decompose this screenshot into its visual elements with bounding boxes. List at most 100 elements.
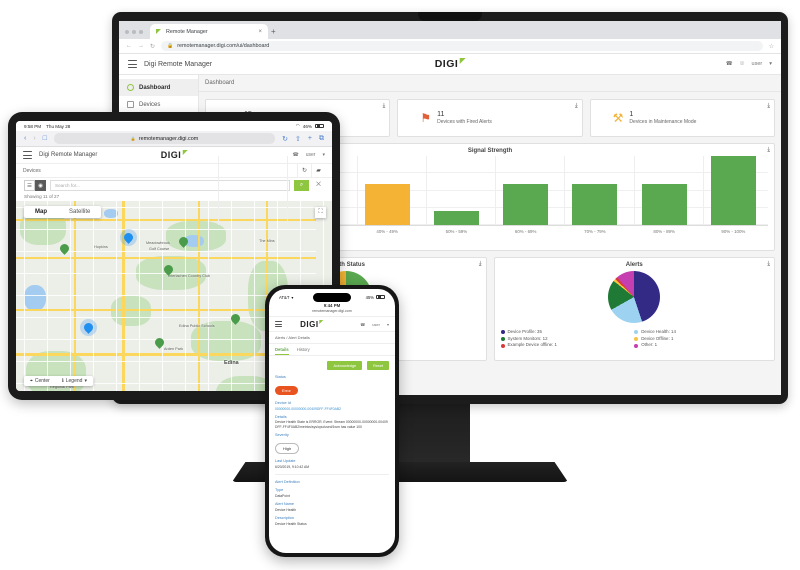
bar[interactable] (433, 211, 479, 225)
bar[interactable] (503, 183, 549, 225)
menu-icon[interactable] (275, 321, 282, 327)
bar[interactable] (710, 156, 756, 225)
map-street (116, 201, 117, 391)
download-icon[interactable]: ⤓ (767, 261, 770, 267)
bookmark-star-icon[interactable]: ☆ (768, 43, 774, 50)
severity-label: Severity (275, 433, 289, 438)
download-icon[interactable]: ⤓ (382, 103, 386, 109)
bar-column[interactable] (287, 156, 348, 225)
browser-tab[interactable]: Remote Manager × (150, 24, 268, 39)
dynamic-island (313, 293, 351, 302)
address-input[interactable]: 🔒 remotemanager.digi.com/ui/dashboard (161, 41, 763, 51)
map-device-pin[interactable] (80, 319, 97, 336)
search-input[interactable]: Search for... (50, 180, 290, 191)
user-icon[interactable]: ☉ (739, 61, 745, 67)
user-label[interactable]: user (372, 321, 380, 327)
legend-item[interactable]: Device Health: 14 (634, 329, 768, 336)
download-icon[interactable]: ⤓ (478, 261, 482, 267)
legend-item[interactable]: Device Offline: 1 (634, 336, 768, 343)
legend-item[interactable]: Example Device offline: 1 (500, 342, 635, 349)
download-icon[interactable]: ⤓ (575, 103, 578, 109)
user-label[interactable]: user (305, 152, 316, 158)
sidebar-item-dashboard[interactable]: Dashboard (119, 79, 198, 96)
download-icon[interactable]: ⤓ (767, 103, 770, 109)
chevron-down-icon[interactable]: ▾ (386, 321, 389, 327)
map-park-area (111, 296, 151, 326)
support-icon[interactable]: ☎ (292, 152, 299, 158)
browser-tab-title: Remote Manager (166, 28, 208, 35)
support-icon[interactable]: ☎ (360, 321, 366, 327)
map-device-pin[interactable] (58, 242, 71, 256)
download-icon[interactable]: ⤓ (767, 147, 770, 153)
sidebar-item-devices[interactable]: Devices (119, 96, 198, 113)
bar[interactable] (364, 183, 410, 225)
user-label[interactable]: user (751, 61, 763, 67)
search-button[interactable]: ⌕ (294, 180, 309, 191)
bar-column[interactable] (218, 156, 279, 225)
bar[interactable] (572, 183, 618, 225)
reload-icon[interactable]: ↻ (282, 135, 289, 143)
tab-details[interactable]: Details (275, 347, 289, 355)
map-type-toggle[interactable]: Map Satellite (24, 206, 102, 218)
back-icon[interactable]: ‹ (24, 135, 27, 142)
view-toggle[interactable]: ☰ ◉ (24, 180, 46, 191)
menu-icon[interactable] (128, 60, 137, 68)
chevron-down-icon[interactable]: ▾ (322, 152, 325, 158)
kpi-value: 11 (437, 110, 445, 118)
folder-icon[interactable]: ▰ (311, 163, 325, 178)
forward-icon[interactable]: → (138, 43, 144, 49)
bar-column[interactable] (356, 156, 418, 225)
tablet-address-input[interactable]: 🔒 remotemanager.digi.com (53, 133, 276, 144)
bar-column[interactable] (495, 156, 556, 225)
new-tab-button[interactable]: + (271, 27, 276, 36)
legend-item[interactable]: System Monitors: 12 (500, 336, 635, 343)
map-button[interactable]: Map (35, 209, 47, 215)
map-device-pin[interactable] (162, 263, 175, 277)
center-button[interactable]: ⌖ Center (24, 376, 56, 386)
map-road (198, 201, 200, 391)
reload-icon[interactable]: ↻ (150, 43, 156, 50)
map-device-pin[interactable] (229, 312, 242, 326)
satellite-button[interactable]: Satellite (69, 209, 91, 215)
kpi-card-maintenance[interactable]: ⤓ ⚒ 1 Devices in Maintenance Mode (589, 99, 775, 137)
new-tab-icon[interactable]: + (307, 135, 312, 142)
reset-button[interactable]: Reset (367, 361, 389, 370)
back-icon[interactable]: ← (126, 43, 132, 49)
bar-column[interactable] (425, 156, 487, 225)
map-device-pin[interactable] (153, 336, 166, 350)
close-tab-icon[interactable]: × (258, 28, 262, 35)
alerts-pie-area: Device Profile: 35 Device Health: 14 Syste… (500, 270, 769, 349)
chart-title: Signal Strength (467, 148, 513, 154)
bookmarks-icon[interactable]: □ (42, 135, 47, 142)
share-icon[interactable]: ⇧ (295, 135, 301, 143)
legend-swatch (634, 343, 639, 348)
bar-column[interactable] (633, 156, 695, 225)
map-water-area (104, 209, 118, 218)
lock-icon: 🔒 (130, 136, 136, 141)
legend-item[interactable]: Other: 1 (634, 342, 768, 349)
bar-column[interactable] (564, 156, 625, 225)
map-device-pin[interactable] (120, 229, 137, 246)
forward-icon[interactable]: › (33, 135, 36, 142)
device-id-value[interactable]: 00000000-00000000-00409DFF-FF4F0AB2 (275, 406, 341, 411)
fullscreen-icon[interactable]: ⛶ (315, 207, 326, 218)
map-device-pin[interactable] (177, 235, 190, 249)
alert-description-label: Description (275, 516, 294, 521)
tabs-icon[interactable]: ⧉ (319, 134, 324, 142)
refresh-icon[interactable]: ↻ (297, 163, 311, 178)
window-buttons[interactable] (125, 30, 143, 39)
bar-column[interactable] (702, 156, 764, 225)
chevron-down-icon[interactable]: ▾ (769, 61, 772, 67)
bar[interactable] (641, 183, 687, 225)
menu-icon[interactable] (23, 151, 32, 159)
support-icon[interactable]: ☎ (725, 61, 733, 67)
acknowledge-button[interactable]: Acknowledge (327, 361, 363, 370)
clear-search-icon[interactable]: ⨉ (316, 182, 321, 188)
list-view-icon[interactable]: ☰ (24, 180, 35, 191)
kpi-card-fired-alerts[interactable]: ⤓ ⚑ 11 Devices with Fired Alerts (397, 99, 583, 137)
legend-button[interactable]: ℹ Legend ▾ (56, 376, 93, 386)
tab-history[interactable]: History (296, 347, 310, 352)
legend-item[interactable]: Device Profile: 35 (500, 329, 635, 336)
phone-address-text[interactable]: remotemanager.digi.com (312, 309, 352, 313)
map-view-icon[interactable]: ◉ (35, 180, 46, 191)
